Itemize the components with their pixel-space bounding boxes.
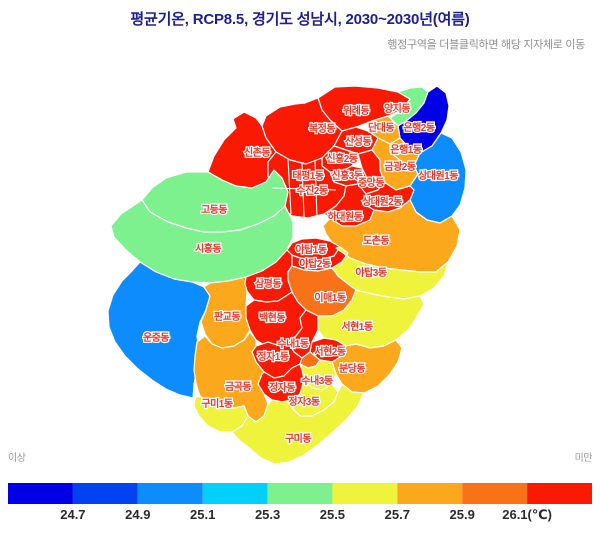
region-label: 산성동 [345, 135, 371, 148]
legend-swatch [137, 483, 203, 504]
region-label: 상대원1동 [418, 169, 458, 182]
legend-tick: 25.1 [190, 507, 215, 522]
legend-swatch [267, 483, 333, 504]
map-labels: 위례동 복정동 신촌동 양지동 은행2동 단대동 산성동 신흥2동 은행1동 금… [142, 101, 460, 446]
legend-swatch [332, 483, 398, 504]
region-label: 시흥동 [195, 242, 221, 255]
region-label: 신흥2동 [326, 152, 357, 165]
map-regions [107, 85, 467, 465]
legend-right-label: 미만 [575, 452, 593, 464]
map-hint-text: 행정구역을 더블클릭하면 해당 지자체로 이동 [387, 39, 585, 51]
region-label: 구미동 [285, 432, 311, 445]
header: 평균기온, RCP8.5, 경기도 성남시, 2030~2030년(여름) 행정… [0, 0, 600, 52]
region-label: 금광2동 [384, 161, 415, 173]
region-label: 중앙동 [358, 177, 384, 189]
legend-swatch [72, 483, 138, 504]
region-label: 신촌동 [244, 146, 270, 159]
region-label: 은행2동 [403, 121, 434, 134]
region-pangyo[interactable] [200, 276, 251, 349]
region-label: 서현2동 [314, 345, 345, 358]
region-label: 야탑3동 [355, 266, 386, 279]
region-label: 구미1동 [201, 397, 232, 410]
legend-tick: 24.7 [60, 507, 85, 522]
region-label: 야탑1동 [295, 243, 326, 256]
region-label: 수내1동 [277, 337, 308, 350]
legend-tick: 25.7 [385, 507, 410, 522]
region-label: 수진2동 [296, 184, 327, 197]
legend-swatch [527, 483, 592, 504]
region-label: 판교동 [214, 310, 240, 323]
region-label: 정자3동 [288, 395, 319, 408]
region-label: 복정동 [309, 122, 335, 135]
region-label: 도촌동 [363, 234, 389, 247]
legend-left-label: 이상 [8, 452, 26, 464]
region-label: 태평1동 [292, 169, 323, 182]
legend-swatch [202, 483, 268, 504]
region-label: 수내3동 [301, 374, 332, 387]
region-label: 양지동 [384, 102, 410, 115]
region-label: 금곡동 [225, 381, 251, 393]
district-divider [271, 158, 337, 218]
legend-tick: 25.5 [320, 507, 345, 522]
region-label: 위례동 [343, 104, 369, 117]
region-label: 운중동 [143, 332, 169, 344]
region-label: 야탑2동 [299, 257, 330, 270]
region-label: 은행1동 [390, 143, 421, 156]
region-label: 정자1동 [257, 350, 288, 363]
region-label: 분당동 [339, 362, 365, 375]
region-label: 고등동 [201, 204, 227, 216]
region-label: 신흥3동 [331, 169, 362, 182]
region-label: 이매1동 [314, 291, 345, 304]
region-label: 정자동 [269, 381, 295, 394]
region-label: 하대원동 [328, 210, 363, 223]
region-label: 삼평동 [255, 277, 281, 290]
page-title: 평균기온, RCP8.5, 경기도 성남시, 2030~2030년(여름) [130, 11, 470, 28]
legend-swatch [397, 483, 463, 504]
region-label: 상대원2동 [362, 195, 402, 208]
region-label: 백현동 [259, 311, 285, 324]
legend: 이상 미만 24.7 24.9 25.1 25.3 25.5 25.7 25.9… [8, 452, 593, 522]
region-label: 서현1동 [341, 320, 372, 333]
legend-swatch [8, 483, 73, 504]
region-label: 단대동 [368, 121, 394, 134]
legend-tick: 25.9 [450, 507, 475, 522]
legend-swatch [462, 483, 528, 504]
legend-tick: 25.3 [255, 507, 280, 522]
legend-tick: 24.9 [125, 507, 150, 522]
legend-tick: 26.1(℃) [502, 507, 552, 522]
region-gumi[interactable] [231, 383, 365, 465]
